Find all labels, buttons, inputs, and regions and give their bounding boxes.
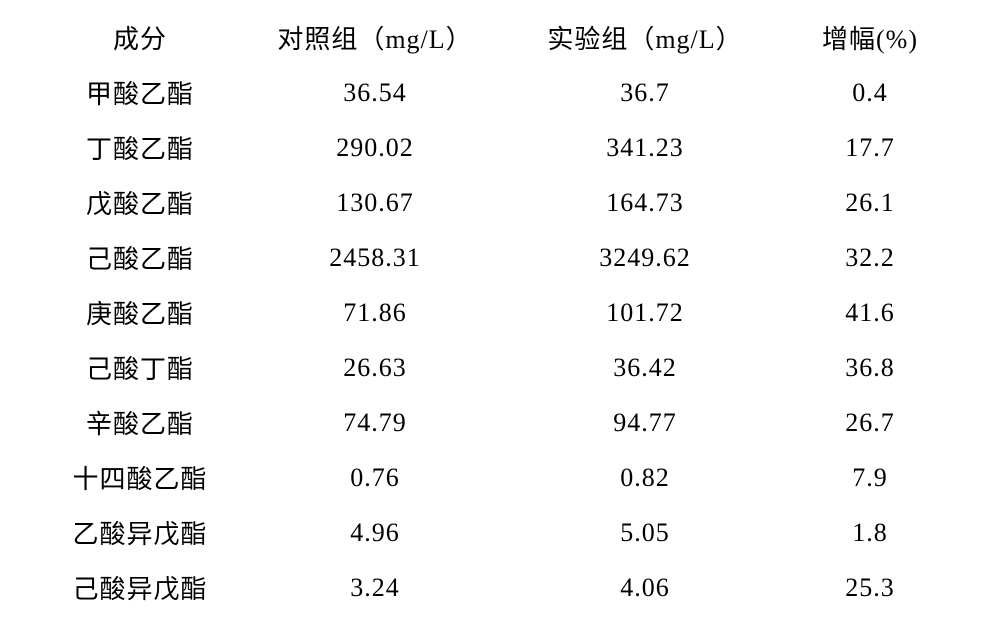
cell-component: 乙酸异戊酯 xyxy=(40,514,240,551)
cell-experiment: 3249.62 xyxy=(510,243,780,273)
cell-experiment: 101.72 xyxy=(510,298,780,328)
cell-experiment: 4.06 xyxy=(510,573,780,603)
data-table: 成分 对照组（mg/L） 实验组（mg/L） 增幅(%) 甲酸乙酯 36.54 … xyxy=(0,0,1000,629)
cell-control: 130.67 xyxy=(240,188,510,218)
cell-component: 戊酸乙酯 xyxy=(40,184,240,221)
cell-experiment: 0.82 xyxy=(510,463,780,493)
table-row: 己酸乙酯 2458.31 3249.62 32.2 xyxy=(40,230,960,285)
cell-increase: 32.2 xyxy=(780,243,960,273)
cell-control: 2458.31 xyxy=(240,243,510,273)
cell-control: 74.79 xyxy=(240,408,510,438)
cell-component: 己酸乙酯 xyxy=(40,239,240,276)
header-increase: 增幅(%) xyxy=(780,19,960,56)
cell-component: 丁酸乙酯 xyxy=(40,129,240,166)
cell-increase: 25.3 xyxy=(780,573,960,603)
cell-experiment: 36.42 xyxy=(510,353,780,383)
cell-experiment: 341.23 xyxy=(510,133,780,163)
cell-increase: 36.8 xyxy=(780,353,960,383)
cell-experiment: 5.05 xyxy=(510,518,780,548)
cell-experiment: 94.77 xyxy=(510,408,780,438)
table-row: 十四酸乙酯 0.76 0.82 7.9 xyxy=(40,450,960,505)
cell-control: 71.86 xyxy=(240,298,510,328)
table-row: 辛酸乙酯 74.79 94.77 26.7 xyxy=(40,395,960,450)
table-row: 戊酸乙酯 130.67 164.73 26.1 xyxy=(40,175,960,230)
cell-increase: 0.4 xyxy=(780,78,960,108)
cell-increase: 26.7 xyxy=(780,408,960,438)
header-component: 成分 xyxy=(40,19,240,56)
table-row: 庚酸乙酯 71.86 101.72 41.6 xyxy=(40,285,960,340)
table-row: 丁酸乙酯 290.02 341.23 17.7 xyxy=(40,120,960,175)
cell-control: 0.76 xyxy=(240,463,510,493)
cell-increase: 41.6 xyxy=(780,298,960,328)
cell-increase: 26.1 xyxy=(780,188,960,218)
header-control: 对照组（mg/L） xyxy=(240,19,510,56)
table-header-row: 成分 对照组（mg/L） 实验组（mg/L） 增幅(%) xyxy=(40,10,960,65)
cell-component: 己酸丁酯 xyxy=(40,349,240,386)
cell-increase: 7.9 xyxy=(780,463,960,493)
cell-component: 十四酸乙酯 xyxy=(40,459,240,496)
cell-experiment: 36.7 xyxy=(510,78,780,108)
table-row: 己酸丁酯 26.63 36.42 36.8 xyxy=(40,340,960,395)
cell-increase: 1.8 xyxy=(780,518,960,548)
cell-control: 3.24 xyxy=(240,573,510,603)
cell-control: 290.02 xyxy=(240,133,510,163)
table-row: 己酸异戊酯 3.24 4.06 25.3 xyxy=(40,560,960,615)
cell-control: 4.96 xyxy=(240,518,510,548)
cell-component: 甲酸乙酯 xyxy=(40,74,240,111)
cell-control: 36.54 xyxy=(240,78,510,108)
cell-experiment: 164.73 xyxy=(510,188,780,218)
table-row: 乙酸异戊酯 4.96 5.05 1.8 xyxy=(40,505,960,560)
cell-component: 辛酸乙酯 xyxy=(40,404,240,441)
cell-increase: 17.7 xyxy=(780,133,960,163)
table-row: 甲酸乙酯 36.54 36.7 0.4 xyxy=(40,65,960,120)
cell-component: 己酸异戊酯 xyxy=(40,569,240,606)
cell-control: 26.63 xyxy=(240,353,510,383)
header-experiment: 实验组（mg/L） xyxy=(510,19,780,56)
cell-component: 庚酸乙酯 xyxy=(40,294,240,331)
